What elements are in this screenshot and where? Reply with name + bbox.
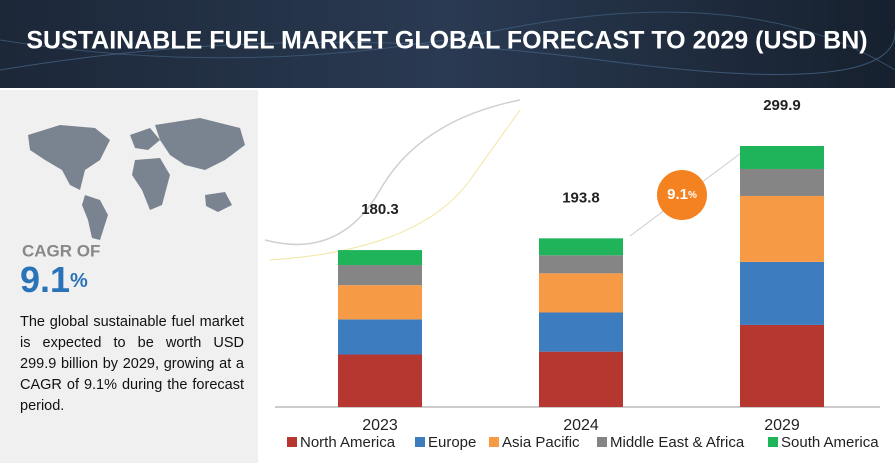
x-tick-label: 2029 bbox=[764, 417, 800, 434]
x-tick-label: 2023 bbox=[362, 417, 398, 434]
bar-segment bbox=[539, 238, 623, 256]
legend-swatch bbox=[768, 437, 778, 447]
header-decor bbox=[0, 11, 895, 71]
bar-segment bbox=[539, 273, 623, 313]
bar-segment bbox=[740, 195, 824, 262]
bar-segment bbox=[539, 255, 623, 274]
bar-segment bbox=[740, 168, 824, 196]
decor-curve bbox=[264, 99, 521, 246]
description: The global sustainable fuel market is ex… bbox=[20, 314, 244, 414]
x-tick-label: 2024 bbox=[563, 417, 599, 434]
badge-number: 9.1 bbox=[667, 186, 688, 203]
bar-segment bbox=[338, 250, 422, 266]
bar-segment bbox=[539, 312, 623, 352]
cagr-label: CAGR OF bbox=[22, 241, 100, 260]
cagr-value: 9.1% bbox=[20, 259, 88, 300]
legend-label: North America bbox=[300, 434, 396, 451]
legend-label: Asia Pacific bbox=[502, 434, 580, 451]
bar-segment bbox=[338, 354, 422, 407]
cagr-badge bbox=[657, 170, 707, 220]
legend-label: South America bbox=[781, 434, 879, 451]
legend-label: Middle East & Africa bbox=[610, 434, 745, 451]
cagr-number: 9.1 bbox=[20, 259, 70, 300]
total-label: 180.3 bbox=[361, 201, 399, 218]
cagr-unit: % bbox=[70, 270, 88, 292]
total-label: 193.8 bbox=[562, 189, 600, 206]
legend-swatch bbox=[597, 437, 607, 447]
legend-swatch bbox=[287, 437, 297, 447]
cagr-badge-text: 9.1% bbox=[667, 186, 697, 203]
legend-swatch bbox=[415, 437, 425, 447]
header-banner bbox=[0, 0, 895, 88]
bar-segment bbox=[539, 351, 623, 407]
bar-segment bbox=[338, 285, 422, 320]
bar-segment bbox=[338, 319, 422, 355]
legend-label: Europe bbox=[428, 434, 476, 451]
bar-segment bbox=[740, 261, 824, 325]
legend-swatch bbox=[489, 437, 499, 447]
bar-segment bbox=[338, 265, 422, 286]
total-label: 299.9 bbox=[763, 97, 801, 114]
decor-curve bbox=[269, 109, 521, 261]
chart-title: SUSTAINABLE FUEL MARKET GLOBAL FORECAST … bbox=[26, 27, 867, 55]
badge-unit: % bbox=[688, 190, 697, 201]
header-decor bbox=[0, 30, 895, 76]
world-map bbox=[28, 118, 245, 240]
bar-segment bbox=[740, 324, 824, 407]
bar-segment bbox=[740, 146, 824, 169]
